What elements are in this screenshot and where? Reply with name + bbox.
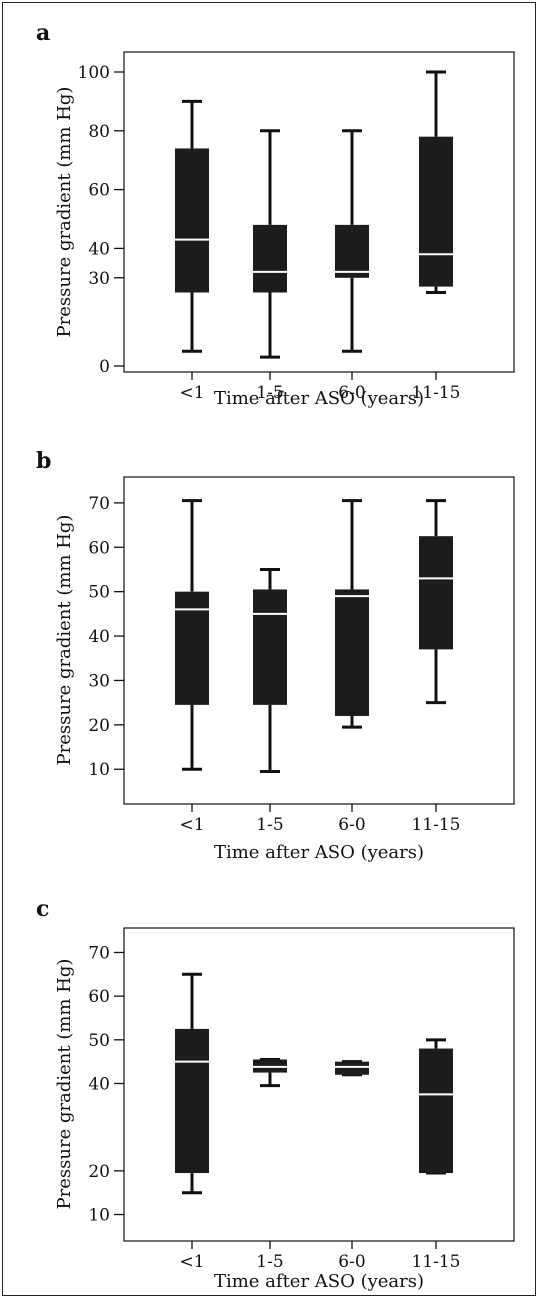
y-tick-label: 50 (88, 1031, 110, 1051)
y-tick-label: 30 (88, 671, 110, 691)
box-<1 (175, 972, 209, 1195)
box-11-15 (419, 70, 453, 294)
y-tick-label: 30 (88, 269, 110, 289)
panel-b: b Pressure gradient (mm Hg) Time after A… (36, 448, 515, 863)
x-tick-label: 11-15 (411, 1252, 460, 1272)
x-axis-label: Time after ASO (years) (214, 842, 424, 863)
box-<1 (175, 99, 209, 353)
y-tick-label: 60 (88, 181, 110, 201)
box-<1 (175, 499, 209, 771)
panel-c: c Pressure gradient (mm Hg) Time after A… (36, 896, 515, 1292)
x-tick-label: 6-0 (338, 1252, 365, 1272)
boxes (175, 972, 453, 1195)
box-6-0 (335, 1060, 369, 1077)
box-iqr (335, 1061, 369, 1075)
y-tick-label: 50 (88, 583, 110, 603)
x-tick-label: <1 (179, 1252, 204, 1272)
boxes (175, 499, 453, 773)
plot-area (123, 476, 515, 805)
box-1-5 (253, 1057, 287, 1088)
x-tick-label: 11-15 (411, 815, 460, 835)
y-tick-label: 40 (88, 627, 110, 647)
x-tick-label: <1 (179, 815, 204, 835)
x-ticks: <1 1-5 6-0 11-15 (179, 1241, 461, 1272)
y-tick-label: 60 (88, 987, 110, 1007)
x-ticks: <1 1-5 6-0 11-15 (179, 372, 461, 403)
panel-letter: a (36, 20, 50, 46)
box-iqr (419, 536, 453, 650)
box-iqr (253, 589, 287, 705)
y-tick-label: 100 (78, 63, 110, 83)
box-6-0 (335, 129, 369, 353)
panel-a: a Pressure gradient (mm Hg) Time after A… (36, 20, 515, 409)
x-tick-label: 1-5 (256, 815, 283, 835)
y-tick-label: 20 (88, 716, 110, 736)
y-ticks: 10 20 30 40 50 60 70 (88, 494, 124, 780)
box-iqr (253, 224, 287, 293)
box-6-0 (335, 499, 369, 729)
box-iqr (175, 148, 209, 293)
y-tick-label: 70 (88, 943, 110, 963)
x-ticks: <1 1-5 6-0 11-15 (179, 804, 461, 835)
y-tick-label: 70 (88, 494, 110, 514)
y-tick-label: 10 (88, 1206, 110, 1226)
x-tick-label: 1-5 (256, 383, 283, 403)
y-tick-label: 40 (88, 239, 110, 259)
box-1-5 (253, 129, 287, 359)
y-tick-label: 60 (88, 538, 110, 558)
x-tick-label: 1-5 (256, 1252, 283, 1272)
y-tick-label: 80 (88, 122, 110, 142)
plot-area (123, 927, 515, 1242)
box-iqr (335, 589, 369, 716)
y-tick-label: 40 (88, 1075, 110, 1095)
y-axis-label: Pressure gradient (mm Hg) (54, 87, 75, 338)
box-iqr (419, 1048, 453, 1174)
y-tick-label: 10 (88, 760, 110, 780)
y-axis-label: Pressure gradient (mm Hg) (54, 959, 75, 1210)
box-11-15 (419, 1038, 453, 1175)
x-tick-label: <1 (179, 383, 204, 403)
box-iqr (175, 591, 209, 705)
box-iqr (335, 224, 369, 278)
x-tick-label: 11-15 (411, 383, 460, 403)
box-1-5 (253, 567, 287, 773)
boxes (175, 70, 453, 359)
box-11-15 (419, 499, 453, 705)
x-tick-label: 6-0 (338, 383, 365, 403)
plot-area (123, 51, 515, 373)
y-axis-label: Pressure gradient (mm Hg) (54, 515, 75, 766)
panel-letter: c (36, 896, 49, 922)
y-ticks: 10 20 40 50 60 70 (88, 943, 124, 1226)
x-tick-label: 6-0 (338, 815, 365, 835)
x-axis-label: Time after ASO (years) (214, 388, 424, 409)
y-tick-label: 0 (99, 357, 110, 377)
box-iqr (419, 136, 453, 287)
panel-letter: b (36, 448, 51, 474)
y-tick-label: 20 (88, 1162, 110, 1182)
box-iqr (175, 1028, 209, 1174)
x-axis-label: Time after ASO (years) (214, 1271, 424, 1292)
y-ticks: 0 30 40 60 80 100 (78, 63, 124, 377)
